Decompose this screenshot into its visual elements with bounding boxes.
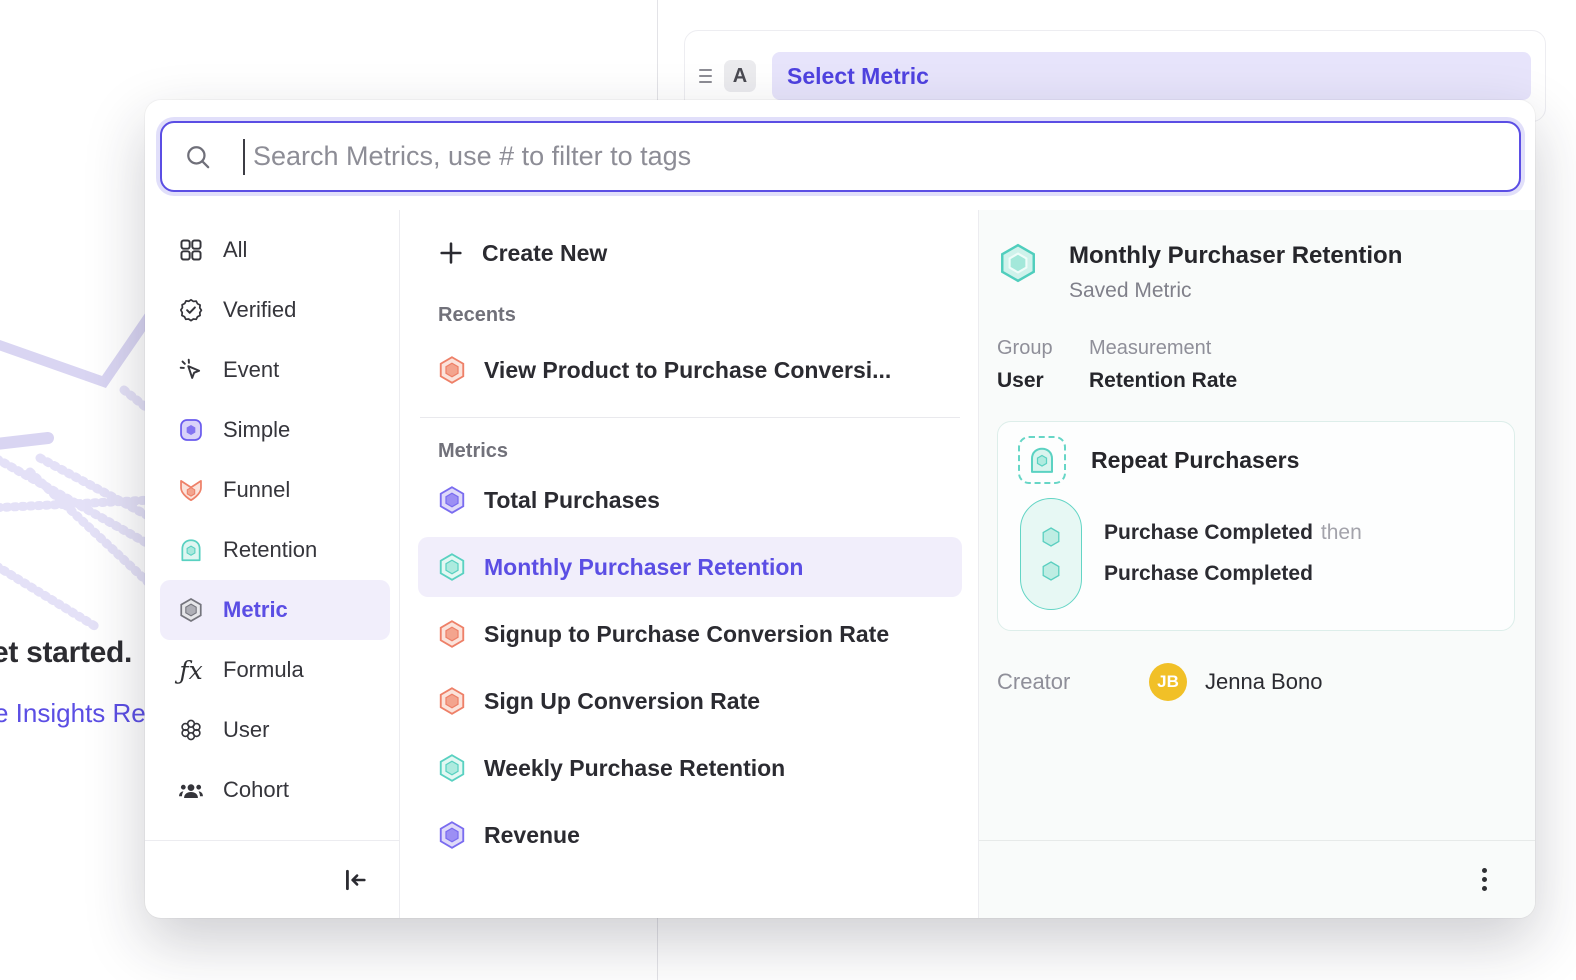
metric-item-label: Weekly Purchase Retention [484,754,786,781]
create-new-label: Create New [482,239,608,266]
verified-badge-icon [178,297,204,323]
retention-hexagon-icon [437,552,467,582]
sidebar-item-formula[interactable]: ƒx Formula [160,640,390,700]
sidebar-item-label: User [223,717,270,742]
metric-letter-badge: A [724,60,756,92]
simple-metric-icon [178,417,204,443]
cursor-click-icon [178,357,204,383]
text-cursor [243,138,245,175]
sidebar-item-label: Metric [223,597,288,622]
measurement-value: Retention Rate [1089,369,1238,392]
metric-item-label: Total Purchases [484,486,660,513]
sidebar-item-label: All [223,237,248,262]
sidebar-item-cohort[interactable]: Cohort [160,760,390,820]
creator-avatar: JB [1149,663,1187,701]
sidebar-item-funnel[interactable]: Funnel [160,460,390,520]
metric-detail-hexagon-icon [997,242,1039,303]
metric-item-label: Revenue [484,821,580,848]
sidebar-item-all[interactable]: All [160,220,390,280]
metric-item-weekly-purchase-retention[interactable]: Weekly Purchase Retention [418,738,962,798]
collapse-left-icon [346,869,366,890]
more-options-button[interactable] [1474,860,1495,899]
funnel-hexagon-icon [437,619,467,649]
insights-report-link[interactable]: e Insights Re [0,698,146,728]
saved-metric-icon [178,597,204,623]
metric-detail-subtitle: Saved Metric [1069,279,1192,302]
creator-label: Creator [997,669,1071,694]
sidebar-item-label: Verified [223,297,297,322]
simple-hexagon-icon [437,820,467,850]
metric-definition-card: Repeat Purchasers Purchase Completed then [997,421,1515,631]
funnel-metric-icon [178,477,204,503]
list-divider [420,417,960,418]
plus-icon [437,239,465,267]
recents-heading: Recents [438,304,516,326]
category-sidebar: All Verified Event [145,210,400,918]
simple-hexagon-icon [437,485,467,515]
create-new-button[interactable]: Create New [418,224,962,282]
metrics-heading: Metrics [438,440,509,462]
backdrop-headline-fragment: et started. [0,636,133,669]
funnel-hexagon-icon [437,686,467,716]
metric-search-box [160,121,1521,192]
formula-fx-icon: ƒx [179,655,203,685]
metric-item-label: Signup to Purchase Conversion Rate [484,620,890,647]
sidebar-item-retention[interactable]: Retention [160,520,390,580]
sidebar-item-label: Event [223,357,280,382]
metric-item-sign-up-conversion[interactable]: Sign Up Conversion Rate [418,671,962,731]
sidebar-item-label: Cohort [223,777,290,802]
collapse-sidebar-button[interactable] [335,860,375,900]
select-metric-button[interactable]: Select Metric [772,52,1531,100]
sidebar-item-label: Simple [223,417,291,442]
sidebar-item-event[interactable]: Event [160,340,390,400]
metric-item-label: Monthly Purchaser Retention [484,553,804,580]
metric-list-panel: Create New Recents View Product to Purch… [400,210,978,918]
group-value: User [997,369,1044,392]
retention-hexagon-icon [437,753,467,783]
retention-metric-icon [178,537,204,563]
metric-item-total-purchases[interactable]: Total Purchases [418,470,962,530]
recent-metric-label: View Product to Purchase Conversi... [484,356,892,383]
sidebar-item-user[interactable]: User [160,700,390,760]
sidebar-item-verified[interactable]: Verified [160,280,390,340]
sidebar-item-metric[interactable]: Metric [160,580,390,640]
retention-definition-icon [1018,436,1066,484]
creator-name: Jenna Bono [1205,669,1323,694]
metric-detail-panel: Monthly Purchaser Retention Saved Metric… [978,210,1535,918]
definition-step-1: Purchase Completed [1104,521,1313,544]
decorative-chart-lines [0,310,157,633]
metric-item-label: Sign Up Conversion Rate [484,687,761,714]
sidebar-item-label: Formula [223,657,304,682]
metric-select-popover: All Verified Event [145,100,1535,918]
search-icon [187,146,210,169]
definition-connector: then [1320,521,1362,544]
metric-item-signup-to-purchase[interactable]: Signup to Purchase Conversion Rate [418,604,962,664]
group-label: Group [997,337,1053,359]
user-cluster-icon [178,717,204,743]
funnel-hexagon-icon [437,355,467,385]
recent-metric-item[interactable]: View Product to Purchase Conversi... [418,341,962,399]
grid-icon [178,237,204,263]
retention-steps-capsule [1020,498,1082,610]
sidebar-item-label: Retention [223,537,318,562]
metric-detail-title: Monthly Purchaser Retention [1069,242,1403,269]
step-hexagon-icon [1042,561,1060,581]
measurement-label: Measurement [1089,337,1212,359]
metric-item-monthly-purchaser-retention[interactable]: Monthly Purchaser Retention [418,537,962,597]
definition-step-2: Purchase Completed [1104,562,1313,585]
cohort-people-icon [178,777,204,803]
drag-handle-icon[interactable] [695,63,716,89]
metric-item-revenue[interactable]: Revenue [418,805,962,865]
sidebar-item-label: Funnel [223,477,291,502]
search-input[interactable] [251,140,1519,173]
sidebar-item-simple[interactable]: Simple [160,400,390,460]
definition-name: Repeat Purchasers [1091,446,1300,473]
sidebar-footer [145,840,399,918]
detail-footer [979,840,1535,918]
step-hexagon-icon [1042,527,1060,547]
